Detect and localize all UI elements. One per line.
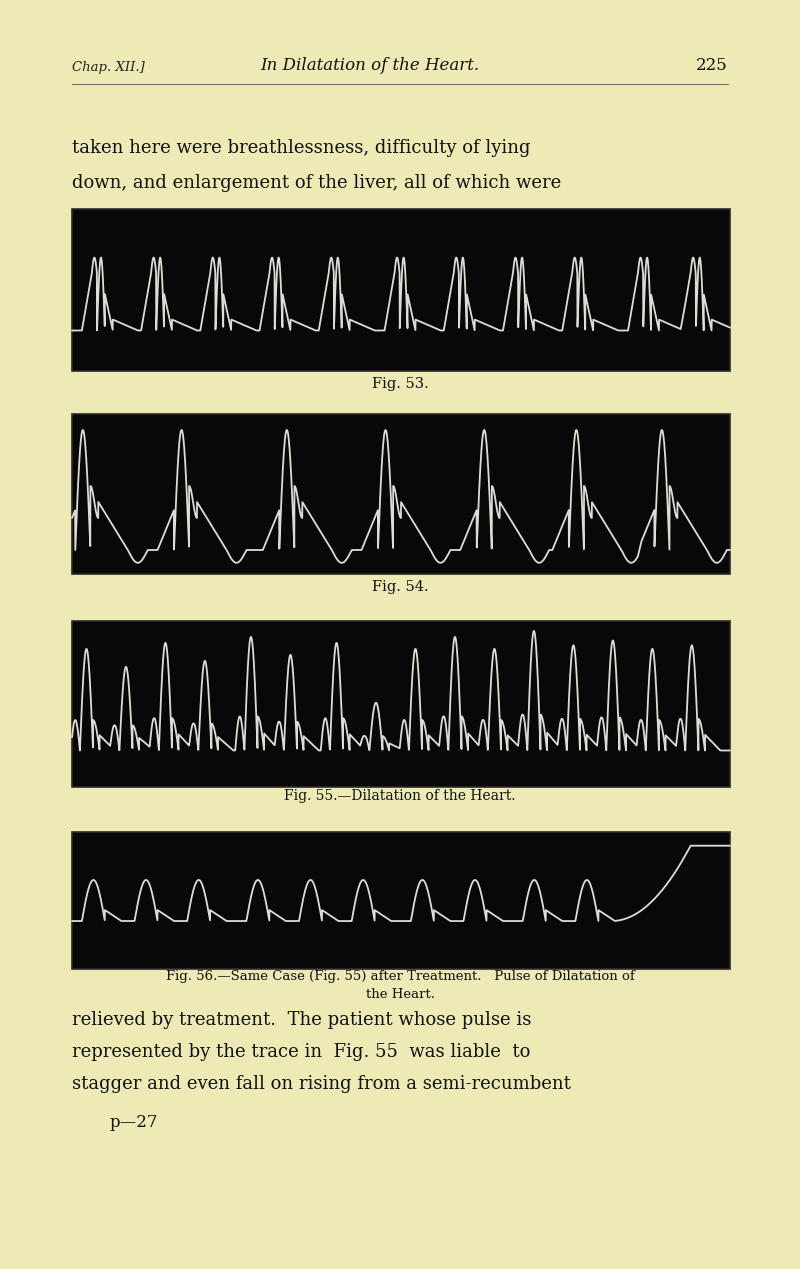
Text: the Heart.: the Heart. bbox=[366, 989, 434, 1001]
Text: Fig. 55.—Dilatation of the Heart.: Fig. 55.—Dilatation of the Heart. bbox=[284, 789, 516, 803]
Bar bbox=[72, 414, 730, 574]
Text: represented by the trace in  Fig. 55  was liable  to: represented by the trace in Fig. 55 was … bbox=[72, 1043, 530, 1061]
Text: p—27: p—27 bbox=[110, 1114, 158, 1131]
Text: In Dilatation of the Heart.: In Dilatation of the Heart. bbox=[261, 57, 479, 74]
Text: Fig. 53.: Fig. 53. bbox=[372, 377, 428, 391]
Text: Fig. 54.: Fig. 54. bbox=[372, 580, 428, 594]
Text: taken here were breathlessness, difficulty of lying: taken here were breathlessness, difficul… bbox=[72, 140, 530, 157]
Text: relieved by treatment.  The patient whose pulse is: relieved by treatment. The patient whose… bbox=[72, 1011, 531, 1029]
Text: Chap. XII.]: Chap. XII.] bbox=[72, 61, 145, 74]
Text: 225: 225 bbox=[696, 57, 728, 74]
Text: Fig. 56.—Same Case (Fig. 55) after Treatment.   Pulse of Dilatation of: Fig. 56.—Same Case (Fig. 55) after Treat… bbox=[166, 970, 634, 983]
Text: stagger and even fall on rising from a semi-recumbent: stagger and even fall on rising from a s… bbox=[72, 1075, 571, 1093]
Text: down, and enlargement of the liver, all of which were: down, and enlargement of the liver, all … bbox=[72, 174, 562, 192]
Bar bbox=[72, 621, 730, 787]
Bar bbox=[72, 209, 730, 371]
Bar bbox=[72, 832, 730, 970]
